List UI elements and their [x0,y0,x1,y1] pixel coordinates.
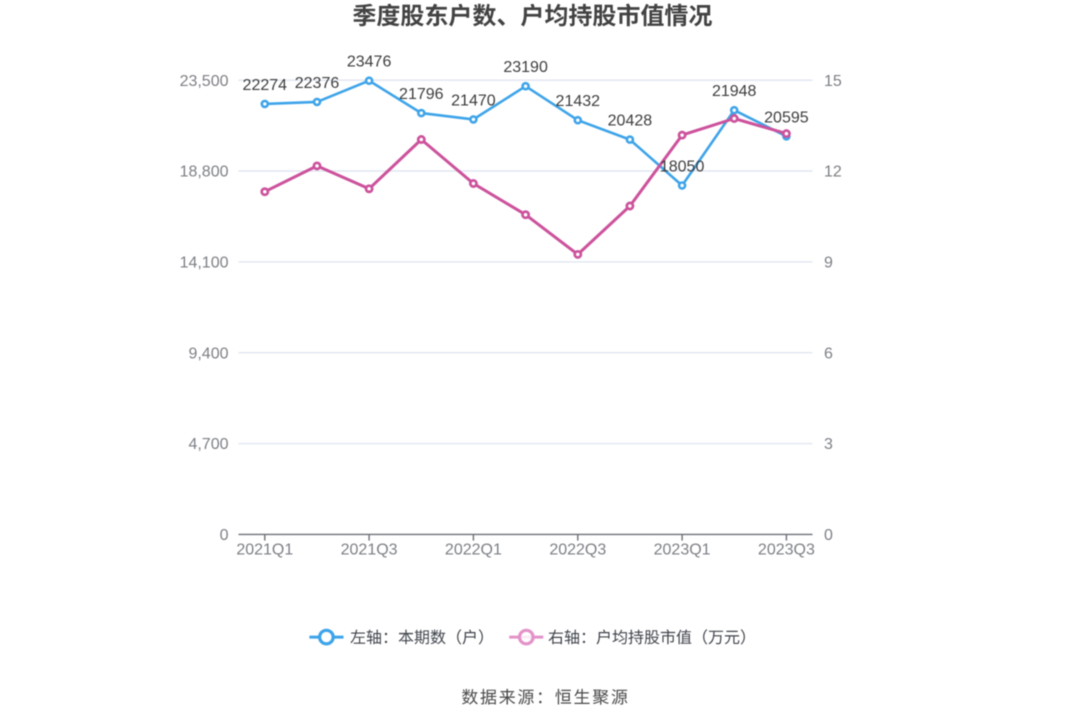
svg-text:2022Q1: 2022Q1 [445,542,502,559]
svg-text:9,400: 9,400 [188,345,228,362]
svg-text:21948: 21948 [712,83,757,100]
svg-text:21796: 21796 [399,86,444,103]
svg-text:2023Q3: 2023Q3 [758,542,815,559]
svg-text:21470: 21470 [451,92,496,109]
svg-text:23476: 23476 [347,54,392,71]
svg-text:3: 3 [824,436,833,453]
svg-text:22274: 22274 [243,77,288,94]
svg-text:20595: 20595 [764,109,809,126]
svg-text:18050: 18050 [660,159,705,176]
svg-text:12: 12 [824,164,842,181]
svg-text:18,800: 18,800 [180,164,229,181]
svg-text:0: 0 [824,527,833,544]
svg-text:23,500: 23,500 [180,73,229,90]
svg-text:15: 15 [824,73,842,90]
svg-text:2022Q3: 2022Q3 [549,542,606,559]
svg-text:0: 0 [220,527,229,544]
svg-text:21432: 21432 [556,93,601,110]
svg-text:23190: 23190 [503,59,548,76]
svg-text:2021Q3: 2021Q3 [341,542,398,559]
svg-text:14,100: 14,100 [180,255,229,272]
svg-text:6: 6 [824,345,833,362]
svg-text:9: 9 [824,255,833,272]
svg-text:2023Q1: 2023Q1 [654,542,711,559]
svg-text:20428: 20428 [608,113,653,130]
svg-text:2021Q1: 2021Q1 [236,542,293,559]
svg-text:22376: 22376 [295,75,340,92]
svg-text:4,700: 4,700 [188,436,228,453]
